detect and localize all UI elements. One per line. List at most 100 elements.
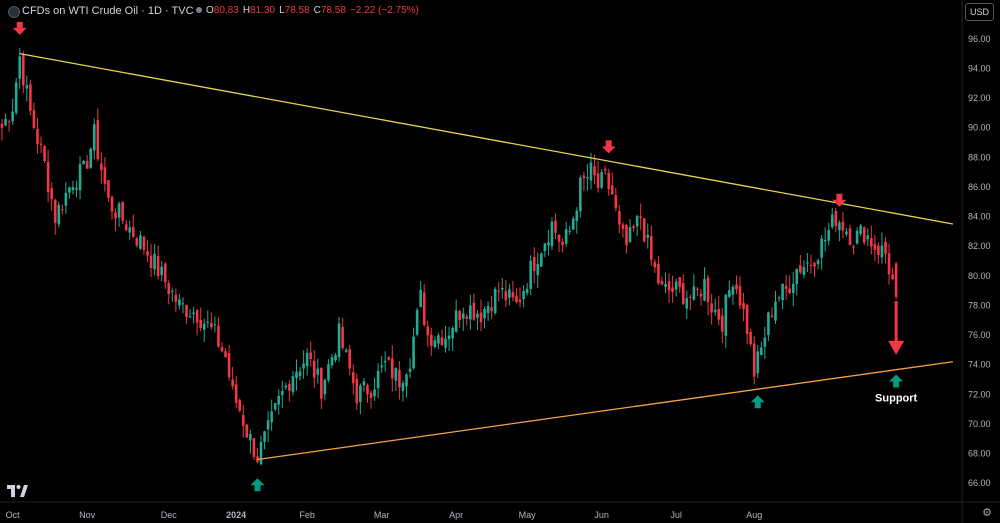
candle-body[interactable] <box>493 288 497 314</box>
candle-body[interactable] <box>529 260 532 289</box>
candle-body[interactable] <box>312 360 316 378</box>
candle-body[interactable] <box>536 263 540 276</box>
candle-body[interactable] <box>554 220 557 233</box>
candle-body[interactable] <box>614 195 618 209</box>
candle-body[interactable] <box>728 290 731 297</box>
candle-body[interactable] <box>657 263 660 284</box>
candle-body[interactable] <box>344 349 348 352</box>
candle-body[interactable] <box>71 187 75 191</box>
candle-body[interactable] <box>206 321 210 323</box>
candle-body[interactable] <box>880 245 884 258</box>
candle-body[interactable] <box>635 216 639 227</box>
candle-body[interactable] <box>430 334 433 346</box>
candle-body[interactable] <box>497 290 501 292</box>
candle-body[interactable] <box>376 370 380 389</box>
candle-body[interactable] <box>36 128 39 144</box>
candle-body[interactable] <box>681 283 685 305</box>
candle-body[interactable] <box>738 286 742 306</box>
candle-body[interactable] <box>437 335 440 344</box>
candle-body[interactable] <box>717 308 721 320</box>
candle-body[interactable] <box>447 335 451 340</box>
candle-body[interactable] <box>82 160 85 165</box>
candle-body[interactable] <box>263 431 266 442</box>
candle-body[interactable] <box>135 238 139 246</box>
candle-body[interactable] <box>660 281 664 285</box>
candle-body[interactable] <box>461 313 465 319</box>
candle-body[interactable] <box>650 236 653 260</box>
candle-body[interactable] <box>309 352 312 360</box>
candle-body[interactable] <box>678 277 681 287</box>
candle-body[interactable] <box>110 196 114 212</box>
candle-body[interactable] <box>582 175 586 179</box>
candle-body[interactable] <box>760 347 763 356</box>
candle-body[interactable] <box>550 221 554 247</box>
candle-body[interactable] <box>202 323 206 330</box>
candle-body[interactable] <box>525 288 529 294</box>
candle-body[interactable] <box>646 234 650 238</box>
candle-body[interactable] <box>298 371 302 377</box>
candle-body[interactable] <box>742 302 745 310</box>
candle-body[interactable] <box>621 224 625 229</box>
candle-body[interactable] <box>419 289 422 308</box>
candle-body[interactable] <box>195 310 199 323</box>
candle-body[interactable] <box>603 168 607 171</box>
candle-body[interactable] <box>29 84 32 111</box>
candle-body[interactable] <box>7 121 11 123</box>
candle-body[interactable] <box>820 238 823 258</box>
candle-body[interactable] <box>561 241 564 246</box>
candle-body[interactable] <box>720 315 724 332</box>
candle-body[interactable] <box>685 298 689 309</box>
candle-body[interactable] <box>320 367 323 399</box>
candle-body[interactable] <box>500 287 504 290</box>
candle-body[interactable] <box>830 214 834 228</box>
candle-body[interactable] <box>78 164 82 191</box>
candle-body[interactable] <box>85 161 89 169</box>
candle-body[interactable] <box>387 356 391 360</box>
candle-body[interactable] <box>674 281 678 290</box>
candle-body[interactable] <box>401 383 405 391</box>
candle-body[interactable] <box>231 379 234 387</box>
candle-body[interactable] <box>504 291 508 301</box>
candle-body[interactable] <box>848 228 852 245</box>
candle-body[interactable] <box>564 229 568 244</box>
candle-body[interactable] <box>295 371 298 378</box>
candle-body[interactable] <box>32 110 36 128</box>
candle-body[interactable] <box>756 351 760 374</box>
candle-body[interactable] <box>706 277 710 303</box>
candle-body[interactable] <box>483 308 486 319</box>
candle-body[interactable] <box>305 352 309 367</box>
candle-body[interactable] <box>823 239 827 242</box>
candle-body[interactable] <box>107 180 110 198</box>
candle-body[interactable] <box>383 360 387 363</box>
candle-body[interactable] <box>433 340 437 348</box>
candle-body[interactable] <box>770 315 774 317</box>
candle-body[interactable] <box>575 210 579 221</box>
candle-body[interactable] <box>479 312 483 323</box>
candle-body[interactable] <box>568 230 572 232</box>
candle-body[interactable] <box>348 349 352 369</box>
candle-body[interactable] <box>884 241 887 254</box>
candle-body[interactable] <box>0 123 4 128</box>
candle-body[interactable] <box>508 289 511 298</box>
candle-body[interactable] <box>302 363 305 369</box>
candle-body[interactable] <box>472 302 476 320</box>
candle-body[interactable] <box>699 293 703 297</box>
candle-body[interactable] <box>692 286 696 300</box>
candle-body[interactable] <box>408 368 412 372</box>
candle-body[interactable] <box>213 324 217 326</box>
candle-body[interactable] <box>412 336 415 369</box>
candle-body[interactable] <box>96 120 100 160</box>
candle-body[interactable] <box>859 225 862 234</box>
symbol-title[interactable]: CFDs on WTI Crude Oil · 1D · TVC <box>22 5 194 17</box>
candle-body[interactable] <box>745 305 749 334</box>
candle-body[interactable] <box>245 424 249 438</box>
candle-body[interactable] <box>486 305 490 314</box>
candle-body[interactable] <box>731 286 735 295</box>
tradingview-logo-icon[interactable] <box>6 484 28 498</box>
candle-body[interactable] <box>774 301 777 321</box>
candle-body[interactable] <box>61 209 64 211</box>
candle-body[interactable] <box>852 246 855 248</box>
candle-body[interactable] <box>4 118 7 126</box>
support-trendline[interactable] <box>257 361 953 461</box>
